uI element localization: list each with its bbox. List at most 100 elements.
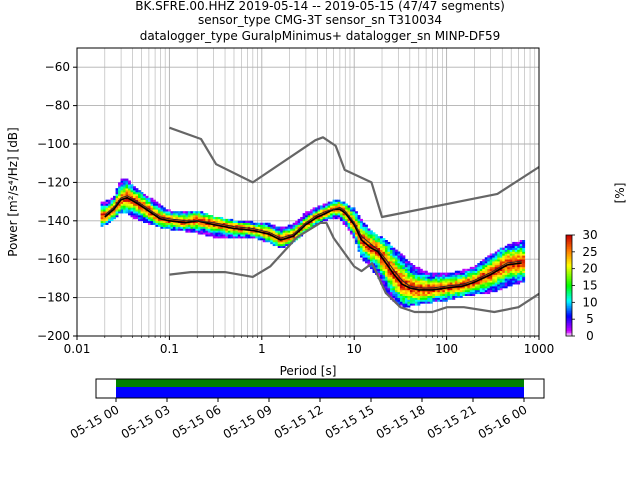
density-cell bbox=[394, 289, 398, 293]
density-cell bbox=[522, 261, 526, 264]
density-cell bbox=[275, 243, 279, 247]
density-cell bbox=[108, 215, 111, 218]
density-cell bbox=[147, 213, 151, 216]
density-cell bbox=[394, 261, 398, 264]
density-cell bbox=[147, 209, 151, 212]
density-cell bbox=[479, 284, 483, 287]
density-cell bbox=[437, 280, 441, 283]
density-cell bbox=[422, 293, 426, 296]
density-cell bbox=[280, 245, 284, 248]
density-cell bbox=[217, 220, 221, 224]
density-cell bbox=[275, 228, 279, 231]
density-cell bbox=[454, 276, 458, 279]
colorbar-swatch bbox=[566, 290, 572, 293]
density-cell bbox=[252, 228, 256, 231]
density-cell bbox=[372, 240, 376, 243]
density-cell bbox=[195, 218, 199, 222]
density-cell bbox=[489, 276, 493, 279]
density-cell bbox=[469, 276, 473, 279]
density-cell bbox=[389, 282, 393, 285]
density-cell bbox=[517, 249, 521, 252]
density-cell bbox=[397, 282, 401, 285]
density-cell bbox=[160, 205, 164, 208]
density-cell bbox=[230, 220, 234, 224]
density-cell bbox=[487, 291, 491, 295]
density-cell bbox=[150, 218, 154, 222]
density-cell bbox=[133, 205, 136, 208]
density-cell bbox=[195, 213, 199, 216]
density-cell bbox=[494, 255, 498, 258]
density-cell bbox=[484, 286, 488, 289]
density-cell bbox=[123, 190, 126, 193]
density-cell bbox=[255, 234, 259, 237]
density-cell bbox=[365, 249, 368, 252]
density-cell bbox=[497, 288, 501, 291]
density-cell bbox=[492, 274, 496, 277]
density-cell bbox=[512, 241, 516, 245]
colorbar-swatch bbox=[566, 258, 572, 261]
density-cell bbox=[449, 272, 453, 275]
density-cell bbox=[507, 259, 511, 262]
density-cell bbox=[212, 232, 216, 235]
density-cell bbox=[295, 228, 299, 231]
density-cell bbox=[282, 230, 286, 233]
density-cell bbox=[140, 192, 144, 195]
density-cell bbox=[335, 215, 338, 218]
density-cell bbox=[409, 268, 413, 272]
density-cell bbox=[222, 232, 226, 235]
density-cell bbox=[220, 228, 224, 231]
density-cell bbox=[399, 261, 403, 264]
density-cell bbox=[499, 288, 503, 291]
density-cell bbox=[360, 232, 363, 235]
density-cell bbox=[384, 253, 388, 256]
density-cell bbox=[365, 247, 368, 250]
density-cell bbox=[270, 230, 274, 233]
density-cell bbox=[140, 199, 144, 202]
density-cell bbox=[472, 291, 476, 295]
density-cell bbox=[454, 295, 458, 298]
density-cell bbox=[142, 201, 146, 204]
density-cell bbox=[504, 276, 508, 279]
density-cell bbox=[350, 215, 353, 218]
density-cell bbox=[389, 295, 393, 298]
density-cell bbox=[519, 268, 523, 272]
density-cell bbox=[162, 215, 166, 218]
density-cell bbox=[404, 303, 408, 306]
density-cell bbox=[402, 291, 406, 295]
density-cell bbox=[409, 266, 413, 270]
density-cell bbox=[362, 245, 366, 248]
density-cell bbox=[375, 245, 378, 248]
density-cell bbox=[215, 216, 219, 220]
density-cell bbox=[474, 274, 478, 277]
density-cell bbox=[290, 232, 294, 235]
density-cell bbox=[307, 222, 311, 225]
density-cell bbox=[497, 249, 501, 252]
density-cell bbox=[232, 228, 236, 231]
density-cell bbox=[145, 218, 149, 222]
density-cell bbox=[322, 215, 326, 218]
density-cell bbox=[265, 238, 269, 241]
density-cell bbox=[384, 251, 388, 254]
density-cell bbox=[217, 232, 221, 235]
density-cell bbox=[123, 207, 126, 210]
density-cell bbox=[502, 266, 506, 270]
density-cell bbox=[190, 224, 194, 227]
density-cell bbox=[367, 228, 371, 231]
density-cell bbox=[442, 276, 446, 279]
density-cell bbox=[370, 234, 373, 237]
density-cell bbox=[399, 255, 403, 258]
density-cell bbox=[474, 264, 478, 268]
colorbar-swatch bbox=[566, 330, 572, 334]
density-cell bbox=[402, 268, 406, 272]
density-cell bbox=[497, 276, 501, 279]
density-cell bbox=[138, 195, 141, 199]
density-cell bbox=[262, 224, 266, 227]
density-cell bbox=[138, 211, 141, 214]
density-cell bbox=[394, 297, 398, 300]
density-cell bbox=[379, 264, 383, 268]
density-cell bbox=[419, 299, 423, 302]
density-cell bbox=[392, 286, 396, 289]
density-cell bbox=[437, 289, 441, 293]
density-cell bbox=[355, 211, 358, 214]
density-cell bbox=[100, 213, 104, 216]
